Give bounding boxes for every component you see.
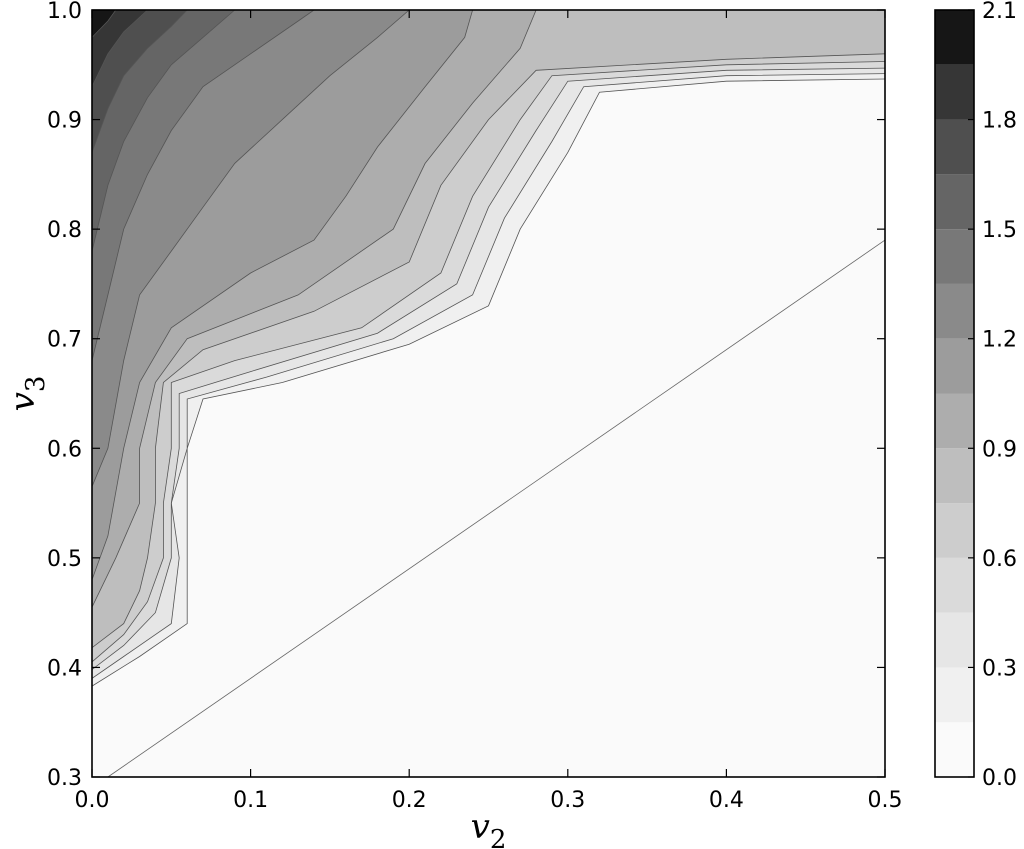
x-tick-label: 0.1 — [233, 788, 268, 813]
contour-band-13 — [92, 10, 116, 38]
y-axis-label: v3 — [3, 376, 51, 412]
contour-line-0.75 — [92, 53, 885, 649]
y-tick-label: 0.7 — [47, 328, 82, 353]
colorbar-tick-label: 0.6 — [982, 547, 1017, 572]
colorbar-band-12 — [935, 64, 974, 120]
colorbar-band-8 — [935, 283, 974, 339]
contour-line-0.45 — [92, 67, 885, 670]
colorbar-band-2 — [935, 612, 974, 668]
contour-line-1.35 — [92, 10, 315, 361]
colorbar-band-4 — [935, 503, 974, 558]
colorbar-band-7 — [935, 338, 974, 394]
contour-line-0.6 — [92, 61, 885, 663]
contour-band-12 — [92, 10, 148, 87]
colorbar-frame — [934, 9, 975, 778]
colorbar-tick-label: 1.2 — [982, 328, 1017, 353]
colorbar-tick-label: 0.3 — [982, 656, 1017, 681]
colorbar-band-10 — [935, 174, 974, 230]
colorbar-band-5 — [935, 448, 974, 504]
x-axis-label-sub: 2 — [490, 825, 507, 849]
colorbar-tick-label: 1.5 — [982, 218, 1017, 243]
contour-line-0.3 — [92, 73, 885, 679]
y-axis-label-sub: 3 — [21, 376, 51, 393]
colorbar-band-11 — [935, 119, 974, 175]
y-tick-label: 0.6 — [47, 437, 82, 462]
colorbar-band-1 — [935, 667, 974, 723]
contour-line-1.05 — [92, 10, 473, 580]
x-tick-label: 0.0 — [75, 788, 110, 813]
colorbar-band-13 — [935, 10, 974, 65]
y-tick-label: 1.0 — [47, 0, 82, 24]
contour-band-11 — [92, 10, 188, 153]
colorbar-tick-label: 2.1 — [982, 0, 1017, 24]
contour-line-0.15 — [92, 78, 885, 687]
colorbar-tick-label: 1.8 — [982, 109, 1017, 134]
contour-line-1.5 — [92, 10, 235, 252]
x-tick-label: 0.4 — [709, 788, 744, 813]
colorbar-tick-label: 0.0 — [982, 766, 1017, 791]
y-tick-label: 0.9 — [47, 109, 82, 134]
colorbar-tick-label: 0.9 — [982, 437, 1017, 462]
y-tick-label: 0.4 — [47, 656, 82, 681]
y-axis-label-base: v — [3, 392, 43, 411]
colorbar-band-9 — [935, 229, 974, 284]
colorbar-band-0 — [935, 722, 974, 777]
contour-line-0.9 — [92, 10, 537, 608]
y-tick-label: 0.3 — [47, 766, 82, 791]
diagonal-line — [107, 239, 886, 778]
contour-line-1.8 — [92, 10, 148, 87]
x-axis-label: v2 — [471, 807, 507, 849]
y-tick-label: 0.5 — [47, 547, 82, 572]
colorbar-band-3 — [935, 557, 974, 613]
x-tick-label: 0.5 — [868, 788, 903, 813]
x-tick-label: 0.3 — [550, 788, 585, 813]
colorbar-band-6 — [935, 393, 974, 449]
contour-line-1.95 — [92, 10, 117, 38]
x-tick-label: 0.2 — [392, 788, 427, 813]
plot-frame — [91, 9, 886, 778]
contour-line-1.65 — [92, 10, 188, 153]
contour-line-1.2 — [92, 10, 410, 487]
y-tick-label: 0.8 — [47, 218, 82, 243]
x-axis-label-base: v — [471, 807, 490, 847]
